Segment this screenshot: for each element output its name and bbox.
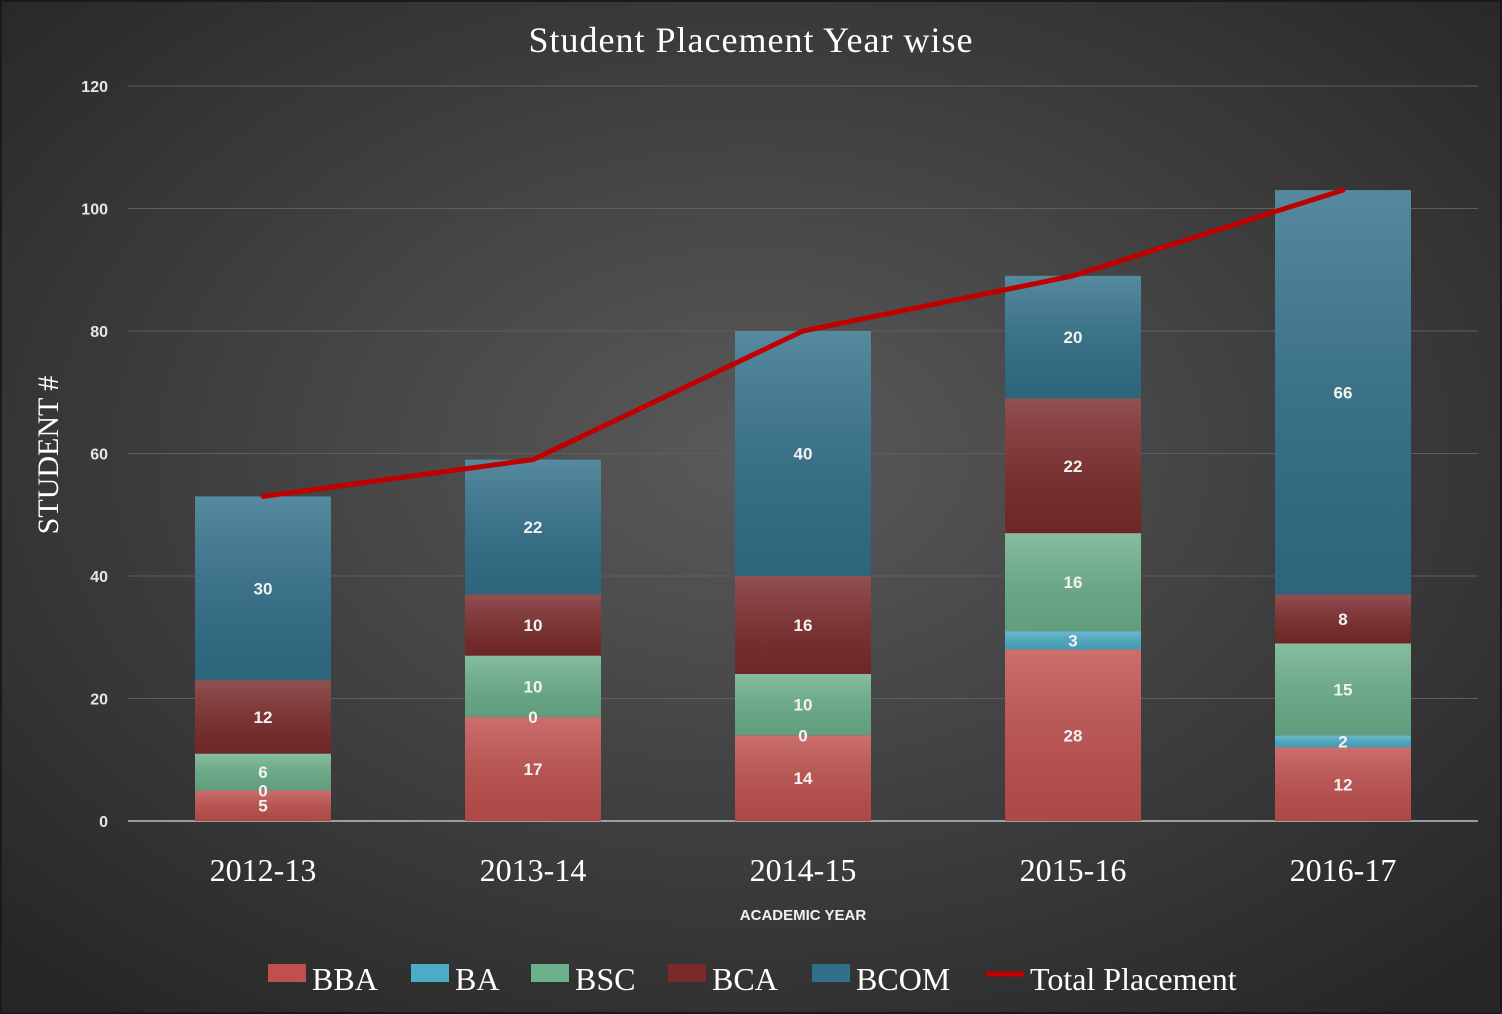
bar-segment-shade [735, 735, 871, 821]
data-label-bca-2015-16: 22 [1064, 457, 1083, 476]
bar-segment-shade [195, 790, 331, 821]
y-tick-label: 100 [81, 202, 108, 219]
segment-labels: 5061230170101022140101640283162220122158… [254, 328, 1353, 816]
bar-segment-shade [1275, 747, 1411, 821]
data-label-bcom-2015-16: 20 [1064, 328, 1083, 347]
data-label-bsc-2012-13: 6 [258, 763, 267, 782]
bar-segment-shade [1005, 533, 1141, 632]
x-tick-label: 2016-17 [1290, 852, 1397, 888]
total-placement-line [260, 187, 1346, 499]
bar-segment-shade [1275, 643, 1411, 736]
data-label-bsc-2015-16: 16 [1064, 573, 1083, 592]
legend-swatch-bcom [812, 964, 850, 982]
bar-segment-shade [1005, 275, 1141, 399]
bar-segment-shade [735, 674, 871, 736]
data-label-ba-2013-14: 0 [528, 708, 537, 727]
legend-label-ba: BA [455, 961, 499, 997]
x-tick-label: 2015-16 [1020, 852, 1127, 888]
data-label-bba-2012-13: 5 [258, 797, 267, 816]
bar-segment-shade [195, 753, 331, 791]
bar-segment-shade [1275, 594, 1411, 644]
data-label-bca-2012-13: 12 [254, 708, 273, 727]
legend-label-bsc: BSC [575, 961, 635, 997]
data-label-ba-2016-17: 2 [1338, 732, 1347, 751]
chart-title: Student Placement Year wise [529, 20, 974, 60]
x-axis-ticks: 2012-13 2013-14 2014-15 2015-16 2016-17 [210, 852, 1397, 888]
bar-segment-shade [465, 655, 601, 717]
bar-segment-shade [735, 331, 871, 576]
bar-segment-shade [1005, 649, 1141, 821]
y-tick-label: 60 [90, 447, 108, 464]
bar-segment-shade [465, 716, 601, 821]
bar-segment-shade [465, 459, 601, 595]
data-label-bcom-2016-17: 66 [1334, 383, 1353, 402]
data-label-bsc-2016-17: 15 [1334, 680, 1353, 699]
data-label-bsc-2014-15: 10 [794, 696, 813, 715]
y-axis-ticks: 0 20 40 60 80 100 120 [81, 79, 108, 831]
data-label-bsc-2013-14: 10 [524, 677, 543, 696]
data-label-bcom-2012-13: 30 [254, 579, 273, 598]
data-label-bcom-2014-15: 40 [794, 445, 813, 464]
bar-segment-shade [1275, 735, 1411, 748]
y-tick-label: 80 [90, 324, 108, 341]
x-tick-label: 2013-14 [480, 852, 587, 888]
data-label-bba-2013-14: 17 [524, 760, 543, 779]
y-tick-label: 120 [81, 79, 108, 96]
legend-label-bba: BBA [312, 961, 378, 997]
x-axis-label: ACADEMIC YEAR [740, 907, 867, 924]
y-axis-label: STUDENT # [32, 376, 65, 535]
data-label-ba-2015-16: 3 [1068, 631, 1077, 650]
bar-segment-shade [1275, 190, 1411, 595]
data-label-bca-2016-17: 8 [1338, 610, 1347, 629]
data-label-ba-2012-13: 0 [258, 781, 267, 800]
x-tick-label: 2012-13 [210, 852, 317, 888]
legend-swatch-bca [668, 964, 706, 982]
legend: BBA BA BSC BCA BCOM Total Placement [268, 961, 1237, 997]
data-label-bcom-2013-14: 22 [524, 518, 543, 537]
data-label-bba-2016-17: 12 [1334, 775, 1353, 794]
legend-label-bca: BCA [712, 961, 778, 997]
bar-segment-shade [465, 594, 601, 656]
legend-label-bcom: BCOM [856, 961, 950, 997]
legend-swatch-ba [411, 964, 449, 982]
y-tick-label: 40 [90, 569, 108, 586]
legend-swatch-bba [268, 964, 306, 982]
data-label-ba-2014-15: 0 [798, 726, 807, 745]
stacked-bars [195, 190, 1411, 821]
bar-segment-shade [1005, 631, 1141, 650]
data-label-bca-2013-14: 10 [524, 616, 543, 635]
legend-swatch-bsc [531, 964, 569, 982]
x-tick-label: 2014-15 [750, 852, 857, 888]
bar-segment-shade [195, 680, 331, 754]
data-label-bba-2014-15: 14 [794, 769, 813, 788]
bar-segment-shade [1005, 398, 1141, 534]
bar-segment-shade [195, 496, 331, 681]
data-label-bca-2014-15: 16 [794, 616, 813, 635]
y-tick-label: 20 [90, 692, 108, 709]
legend-label-total-placement: Total Placement [1030, 961, 1237, 997]
bar-segment-shade [735, 576, 871, 674]
data-label-bba-2015-16: 28 [1064, 726, 1083, 745]
y-tick-label: 0 [99, 814, 108, 831]
